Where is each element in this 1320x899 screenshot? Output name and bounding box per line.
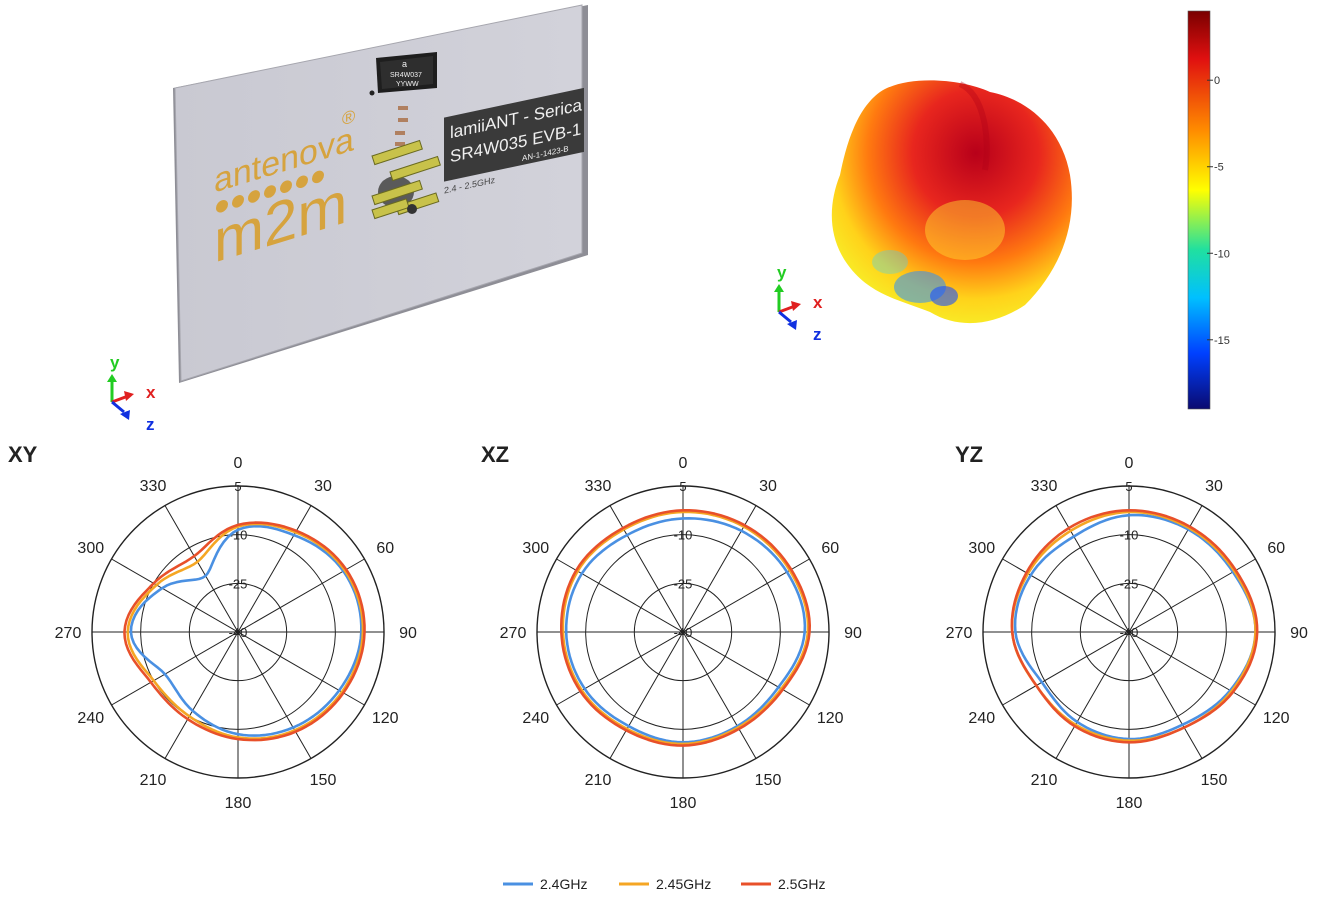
colorbar-tick-label: 0 (1214, 75, 1220, 87)
polar-angle-label: 60 (1267, 540, 1285, 557)
chip-line-2: SR4W037 (390, 72, 422, 79)
chip-line-3: YYWW (396, 81, 419, 88)
polar-angle-label: 210 (585, 772, 612, 789)
colorbar-gradient (1188, 11, 1210, 409)
polar-angle-label: 270 (55, 625, 82, 642)
polar-angle-label: 240 (522, 710, 549, 727)
legend-label: 2.5GHz (778, 876, 825, 892)
axis-triad-board: y xz (107, 353, 156, 434)
polar-radial-label: -10 (1120, 528, 1139, 543)
polar-angle-label: 150 (1201, 772, 1228, 789)
polar-radial-label: -40 (674, 625, 693, 640)
polar-chart-yz: YZ 0 30 60 90 120 150 180 210 240 270 300 330 5 -10 -25… (946, 442, 1308, 812)
polar-angle-label: 150 (310, 772, 337, 789)
polar-angle-label: 0 (1125, 455, 1134, 472)
polar-chart-xz: XZ 0 30 60 90 120 150 180 210 240 270 300 330 5 -10 -25… (481, 442, 862, 812)
polar-title: YZ (955, 442, 983, 467)
polar-radial-label: 5 (1125, 479, 1132, 494)
polar-angle-label: 120 (817, 710, 844, 727)
polar-angle-label: 90 (399, 625, 417, 642)
polar-radial-label: 5 (679, 479, 686, 494)
polar-angle-label: 300 (77, 540, 104, 557)
polar-angle-label: 60 (376, 540, 394, 557)
polar-angle-label: 0 (679, 455, 688, 472)
chip-line-1: a (402, 59, 407, 69)
triad-label-x-board: x (146, 383, 156, 402)
polar-angle-label: 90 (844, 625, 862, 642)
polar-angle-label: 30 (1205, 478, 1223, 495)
triad-label-x-pattern: x (813, 293, 823, 312)
polar-angle-label: 180 (225, 795, 252, 812)
polar-angle-label: 210 (1031, 772, 1058, 789)
polar-angle-label: 180 (1116, 795, 1143, 812)
triad-label-y-pattern: y (777, 263, 787, 282)
polar-radial-label: -40 (229, 625, 248, 640)
triad-label-z-board: z (146, 415, 155, 434)
polar-angle-label: 270 (500, 625, 527, 642)
polar-angle-label: 30 (759, 478, 777, 495)
legend-label: 2.45GHz (656, 876, 711, 892)
colorbar-tick-label: -5 (1214, 162, 1224, 174)
logo-registered: ® (342, 105, 356, 130)
polar-angle-label: 330 (1031, 478, 1058, 495)
polar-angle-label: 330 (140, 478, 167, 495)
polar-angle-label: 180 (670, 795, 697, 812)
polar-angle-label: 210 (140, 772, 167, 789)
polar-angle-label: 150 (755, 772, 782, 789)
legend: 2.4GHz 2.45GHz 2.5GHz (503, 876, 825, 892)
colorbar: 0 -5 -10 -15 (1188, 11, 1230, 409)
radiation-pattern-3d (832, 80, 1072, 323)
polar-angle-label: 330 (585, 478, 612, 495)
polar-angle-label: 270 (946, 625, 973, 642)
axis-triad-pattern: y xz (774, 263, 823, 344)
polar-angle-label: 60 (821, 540, 839, 557)
polar-title: XZ (481, 442, 509, 467)
triad-label-z-pattern: z (813, 325, 822, 344)
polar-title: XY (8, 442, 38, 467)
polar-radial-label: -40 (1120, 625, 1139, 640)
triad-label-y-board: y (110, 353, 120, 372)
polar-angle-label: 120 (372, 710, 399, 727)
polar-angle-label: 240 (77, 710, 104, 727)
polar-radial-label: -10 (674, 528, 693, 543)
polar-angle-label: 120 (1263, 710, 1290, 727)
polar-angle-label: 300 (522, 540, 549, 557)
polar-radial-label: -25 (229, 576, 248, 591)
polar-angle-label: 240 (968, 710, 995, 727)
polar-angle-label: 0 (234, 455, 243, 472)
board-illustration: antenova ® m2m lamiiANT - Serica SR4W035… (173, 5, 588, 383)
polar-radial-label: -25 (674, 576, 693, 591)
legend-label: 2.4GHz (540, 876, 587, 892)
colorbar-tick-label: -15 (1214, 335, 1230, 347)
colorbar-tick-label: -10 (1214, 248, 1230, 260)
polar-angle-label: 30 (314, 478, 332, 495)
polar-angle-label: 90 (1290, 625, 1308, 642)
polar-angle-label: 300 (968, 540, 995, 557)
polar-radial-label: -25 (1120, 576, 1139, 591)
polar-radial-label: 5 (234, 479, 241, 494)
